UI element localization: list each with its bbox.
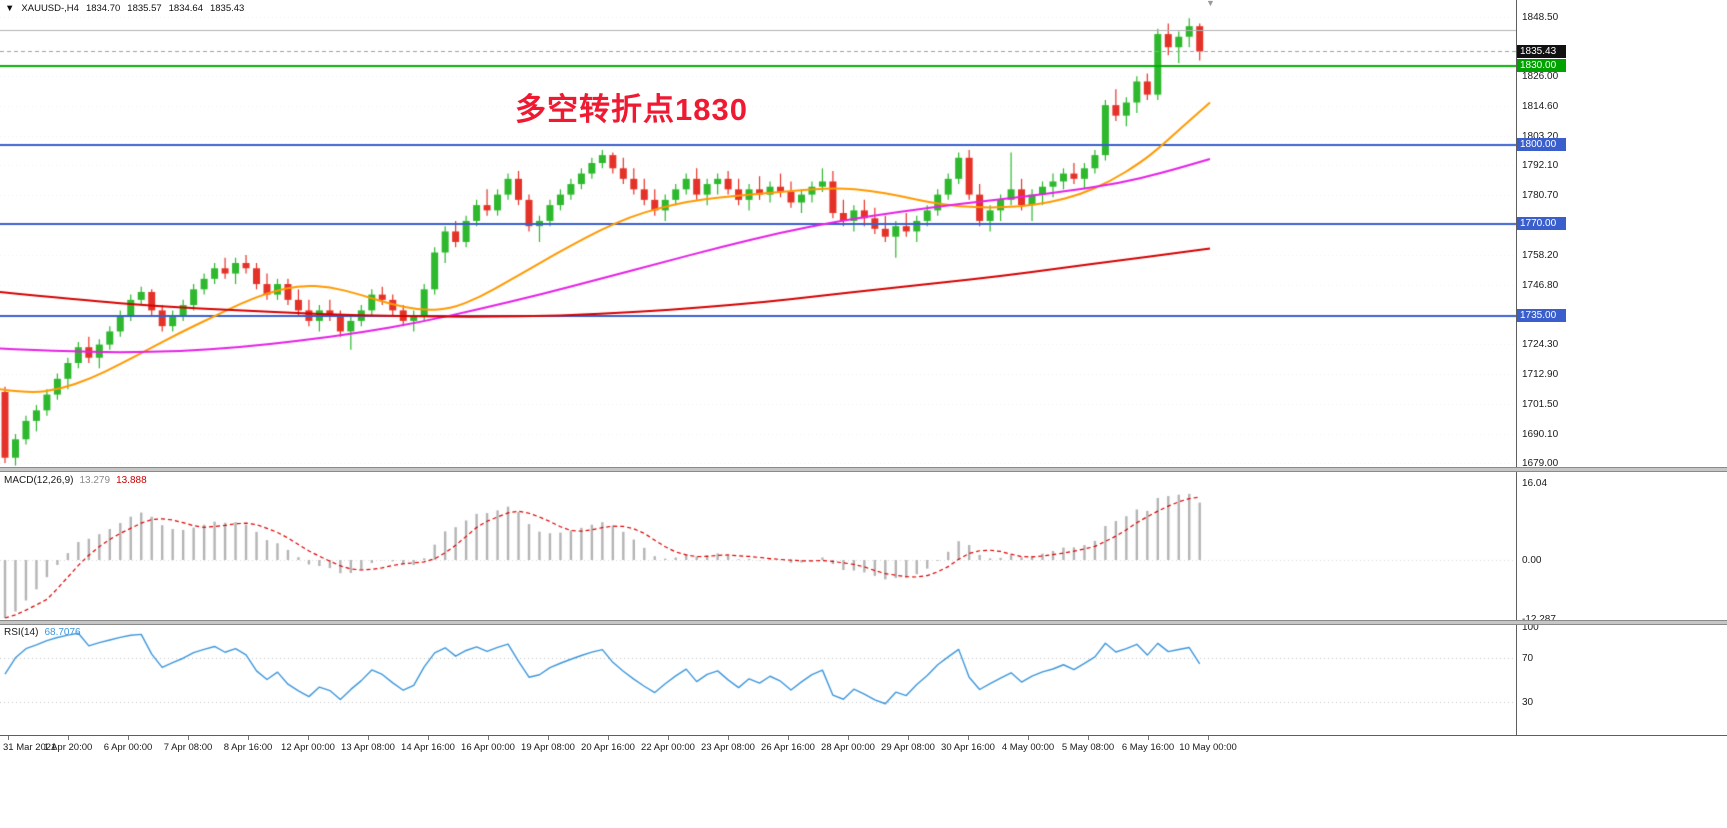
time-tick [788,736,789,740]
rsi-canvas[interactable] [0,625,1516,735]
price-tick-label: 1814.60 [1522,101,1559,113]
price-badge: 1830.00 [1517,59,1566,73]
time-tick [1148,736,1149,740]
chart-shift-marker-icon[interactable]: ▼ [1206,0,1215,8]
panel-splitter[interactable] [0,620,1727,625]
time-tick [308,736,309,740]
symbol-name: XAUUSD-,H4 [21,3,79,14]
macd-name: MACD(12,26,9) [4,475,74,486]
rsi-name: RSI(14) [4,627,39,638]
price-tick-label: 1690.10 [1522,428,1559,440]
time-label: 30 Apr 16:00 [941,742,995,753]
time-axis[interactable]: 31 Mar 2021 1 Apr 20:00 6 Apr 00:00 7 Apr 0… [0,735,1727,828]
time-label: 28 Apr 00:00 [821,742,875,753]
macd-panel: MACD(12,26,9) 13.279 13.888 [0,472,1516,620]
time-label: 4 May 00:00 [1001,742,1055,753]
price-annotation[interactable]: 多空转折点1830 [515,92,748,127]
time-tick [68,736,69,740]
symbol-ohlc-bar: ▼ XAUUSD-,H4 1834.70 1835.57 1834.64 1835.43 [5,3,251,14]
price-badge: 1800.00 [1517,138,1566,152]
rsi-label: RSI(14) 68.7076 [4,627,87,638]
window-marker-icon: ▼ [5,3,15,14]
macd-axis-label: -12.287 [1522,614,1556,625]
time-tick [668,736,669,740]
time-label: 26 Apr 16:00 [761,742,815,753]
main-chart-canvas[interactable] [0,0,1516,467]
time-label: 22 Apr 00:00 [641,742,695,753]
time-label: 5 May 08:00 [1061,742,1115,753]
time-tick [248,736,249,740]
price-tick-label: 1826.00 [1522,71,1559,83]
price-badge: 1770.00 [1517,217,1566,231]
main-chart-panel: ▼ XAUUSD-,H4 1834.70 1835.57 1834.64 1835.43 … [0,0,1516,467]
time-label: 1 Apr 20:00 [43,742,93,753]
time-label: 13 Apr 08:00 [341,742,395,753]
macd-axis-label: 0.00 [1522,555,1542,566]
price-axis-column[interactable]: 1848.50 1826.00 1814.60 1803.20 1792.10 1780.… [1516,0,1727,735]
price-tick-label: 1780.70 [1522,190,1559,202]
price-tick-label: 1679.00 [1522,457,1559,469]
price-tick-label: 1803.20 [1522,131,1559,143]
time-label: 10 May 00:00 [1179,742,1237,753]
price-tick-label: 1758.20 [1522,249,1559,261]
time-label: 16 Apr 00:00 [461,742,515,753]
time-label: 31 Mar 2021 [3,742,57,753]
rsi-axis-label: 70 [1522,653,1534,664]
price-tick-label: 1701.50 [1522,398,1559,410]
rsi-axis-label: 100 [1522,622,1539,633]
time-label: 29 Apr 08:00 [881,742,935,753]
time-tick [368,736,369,740]
time-label: 19 Apr 08:00 [521,742,575,753]
macd-label: MACD(12,26,9) 13.279 13.888 [4,475,153,486]
time-label: 6 May 16:00 [1121,742,1175,753]
rsi-axis-label: 30 [1522,697,1534,708]
macd-axis-label: 16.04 [1522,478,1548,489]
ohlc-high: 1835.57 [127,3,162,14]
rsi-value: 68.7076 [44,627,81,638]
time-label: 12 Apr 00:00 [281,742,335,753]
price-tick-label: 1712.90 [1522,368,1559,380]
time-tick [848,736,849,740]
time-tick [548,736,549,740]
time-tick [8,736,9,740]
time-label: 14 Apr 16:00 [401,742,455,753]
time-label: 23 Apr 08:00 [701,742,755,753]
time-label: 6 Apr 00:00 [103,742,153,753]
ohlc-low: 1834.64 [168,3,203,14]
time-label: 20 Apr 16:00 [581,742,635,753]
panel-splitter[interactable] [0,467,1727,472]
time-tick [188,736,189,740]
price-badge: 1735.00 [1517,309,1566,323]
time-tick [128,736,129,740]
rsi-panel: RSI(14) 68.7076 [0,625,1516,735]
time-tick [428,736,429,740]
time-tick [1028,736,1029,740]
price-badge: 1835.43 [1517,44,1566,58]
time-label: 7 Apr 08:00 [163,742,213,753]
time-tick [1088,736,1089,740]
ohlc-open: 1834.70 [85,3,121,14]
time-tick [968,736,969,740]
ohlc-close: 1835.43 [209,3,245,14]
price-tick-label: 1792.10 [1522,160,1559,172]
price-tick-label: 1848.50 [1522,12,1559,23]
price-tick-label: 1746.80 [1522,279,1559,291]
time-tick [728,736,729,740]
time-tick [1208,736,1209,740]
time-label: 8 Apr 16:00 [223,742,273,753]
time-tick [908,736,909,740]
time-tick [488,736,489,740]
price-tick-label: 1724.30 [1522,338,1559,350]
time-tick [608,736,609,740]
macd-value-signal: 13.888 [116,475,147,486]
macd-canvas[interactable] [0,472,1516,620]
macd-value-main: 13.279 [79,475,111,486]
